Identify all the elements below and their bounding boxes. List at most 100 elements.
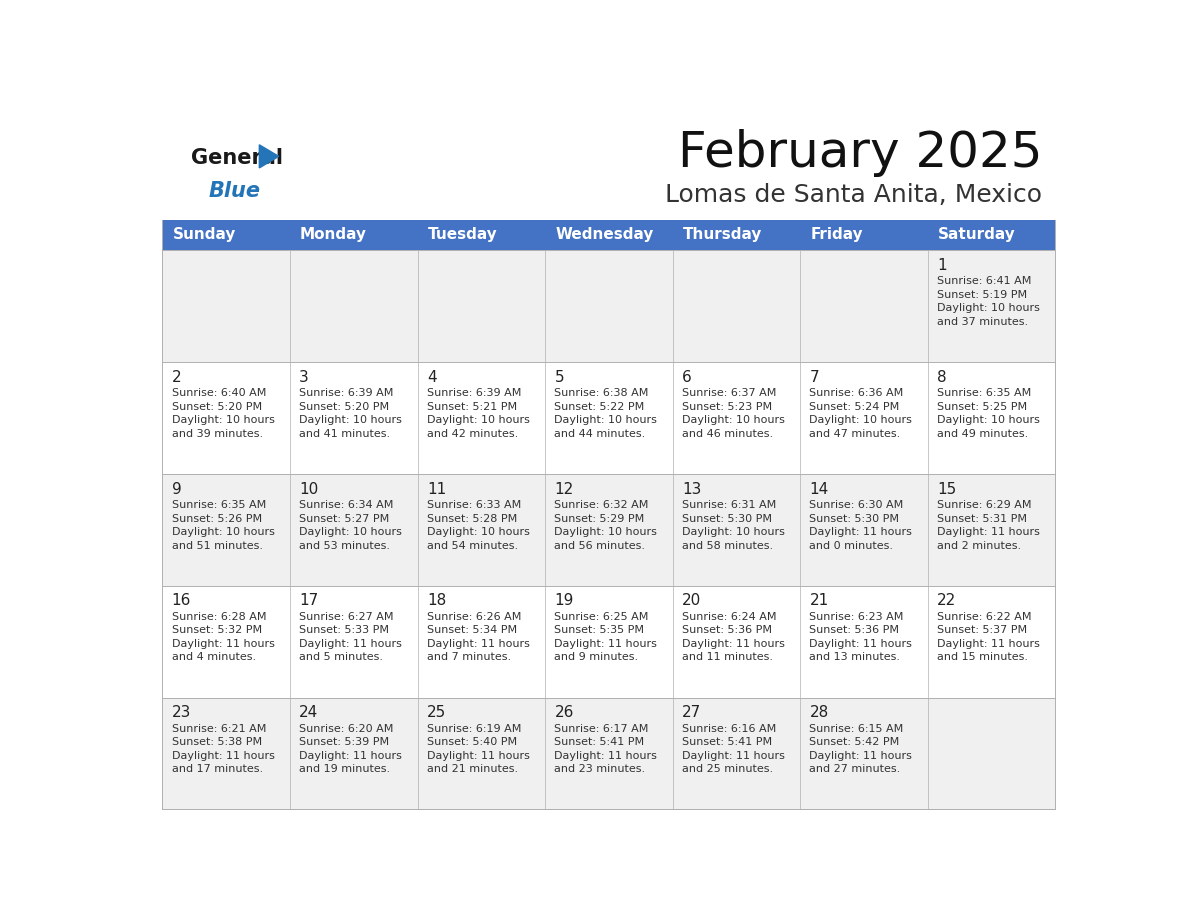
Text: Sunrise: 6:36 AM: Sunrise: 6:36 AM (809, 388, 904, 398)
Text: Daylight: 11 hours: Daylight: 11 hours (555, 751, 657, 761)
Text: Sunrise: 6:30 AM: Sunrise: 6:30 AM (809, 500, 904, 510)
Text: and 21 minutes.: and 21 minutes. (426, 764, 518, 774)
Text: Daylight: 11 hours: Daylight: 11 hours (426, 639, 530, 649)
Text: Sunset: 5:27 PM: Sunset: 5:27 PM (299, 513, 390, 523)
Text: 7: 7 (809, 370, 819, 385)
Text: 22: 22 (937, 593, 956, 609)
Text: Daylight: 10 hours: Daylight: 10 hours (299, 415, 403, 425)
Text: Sunset: 5:31 PM: Sunset: 5:31 PM (937, 513, 1026, 523)
Text: Daylight: 10 hours: Daylight: 10 hours (426, 415, 530, 425)
Text: February 2025: February 2025 (677, 129, 1042, 176)
Bar (163, 698, 1055, 810)
Text: Saturday: Saturday (937, 228, 1016, 242)
Text: and 37 minutes.: and 37 minutes. (937, 317, 1028, 327)
Text: 25: 25 (426, 705, 446, 721)
Text: Sunrise: 6:24 AM: Sunrise: 6:24 AM (682, 612, 777, 621)
Text: and 51 minutes.: and 51 minutes. (172, 541, 263, 551)
Polygon shape (259, 145, 279, 168)
Text: Sunset: 5:26 PM: Sunset: 5:26 PM (172, 513, 261, 523)
Text: Daylight: 11 hours: Daylight: 11 hours (555, 639, 657, 649)
Text: Sunset: 5:20 PM: Sunset: 5:20 PM (172, 402, 261, 412)
Bar (163, 219, 1055, 251)
Text: Friday: Friday (810, 228, 862, 242)
Text: 17: 17 (299, 593, 318, 609)
Text: Daylight: 11 hours: Daylight: 11 hours (937, 527, 1040, 537)
Text: Daylight: 11 hours: Daylight: 11 hours (682, 751, 785, 761)
Text: Sunrise: 6:41 AM: Sunrise: 6:41 AM (937, 276, 1031, 286)
Text: Sunset: 5:20 PM: Sunset: 5:20 PM (299, 402, 390, 412)
Text: and 13 minutes.: and 13 minutes. (809, 653, 901, 662)
Text: Sunrise: 6:33 AM: Sunrise: 6:33 AM (426, 500, 522, 510)
Text: and 44 minutes.: and 44 minutes. (555, 429, 645, 439)
Text: 20: 20 (682, 593, 701, 609)
Text: Sunrise: 6:20 AM: Sunrise: 6:20 AM (299, 723, 393, 733)
Bar (163, 362, 1055, 474)
Text: Sunset: 5:37 PM: Sunset: 5:37 PM (937, 625, 1028, 635)
Text: Sunrise: 6:38 AM: Sunrise: 6:38 AM (555, 388, 649, 398)
Text: 12: 12 (555, 482, 574, 497)
Text: Sunset: 5:21 PM: Sunset: 5:21 PM (426, 402, 517, 412)
Text: Sunset: 5:25 PM: Sunset: 5:25 PM (937, 402, 1028, 412)
Text: Sunrise: 6:16 AM: Sunrise: 6:16 AM (682, 723, 776, 733)
Text: Sunrise: 6:40 AM: Sunrise: 6:40 AM (172, 388, 266, 398)
Text: Sunset: 5:41 PM: Sunset: 5:41 PM (555, 737, 645, 747)
Text: and 19 minutes.: and 19 minutes. (299, 764, 391, 774)
Text: Monday: Monday (301, 228, 367, 242)
Text: 18: 18 (426, 593, 446, 609)
Text: Daylight: 10 hours: Daylight: 10 hours (555, 415, 657, 425)
Text: and 15 minutes.: and 15 minutes. (937, 653, 1028, 662)
Text: Sunrise: 6:31 AM: Sunrise: 6:31 AM (682, 500, 776, 510)
Text: and 42 minutes.: and 42 minutes. (426, 429, 518, 439)
Text: and 5 minutes.: and 5 minutes. (299, 653, 384, 662)
Text: 16: 16 (172, 593, 191, 609)
Text: Sunrise: 6:17 AM: Sunrise: 6:17 AM (555, 723, 649, 733)
Text: and 11 minutes.: and 11 minutes. (682, 653, 773, 662)
Text: and 58 minutes.: and 58 minutes. (682, 541, 773, 551)
Text: Sunrise: 6:35 AM: Sunrise: 6:35 AM (172, 500, 266, 510)
Text: and 7 minutes.: and 7 minutes. (426, 653, 511, 662)
Text: Sunset: 5:42 PM: Sunset: 5:42 PM (809, 737, 899, 747)
Text: Lomas de Santa Anita, Mexico: Lomas de Santa Anita, Mexico (665, 183, 1042, 207)
Text: and 53 minutes.: and 53 minutes. (299, 541, 391, 551)
Text: Sunset: 5:23 PM: Sunset: 5:23 PM (682, 402, 772, 412)
Text: Daylight: 10 hours: Daylight: 10 hours (937, 415, 1040, 425)
Text: Sunrise: 6:27 AM: Sunrise: 6:27 AM (299, 612, 393, 621)
Text: 24: 24 (299, 705, 318, 721)
Text: Sunset: 5:33 PM: Sunset: 5:33 PM (299, 625, 390, 635)
Text: Tuesday: Tuesday (428, 228, 498, 242)
Text: Daylight: 11 hours: Daylight: 11 hours (172, 751, 274, 761)
Text: Daylight: 10 hours: Daylight: 10 hours (682, 527, 785, 537)
Text: 14: 14 (809, 482, 829, 497)
Text: Daylight: 10 hours: Daylight: 10 hours (682, 415, 785, 425)
Text: and 54 minutes.: and 54 minutes. (426, 541, 518, 551)
Text: and 25 minutes.: and 25 minutes. (682, 764, 773, 774)
Text: Sunrise: 6:39 AM: Sunrise: 6:39 AM (426, 388, 522, 398)
Text: Sunrise: 6:21 AM: Sunrise: 6:21 AM (172, 723, 266, 733)
Text: Daylight: 10 hours: Daylight: 10 hours (299, 527, 403, 537)
Text: 19: 19 (555, 593, 574, 609)
Text: Sunset: 5:36 PM: Sunset: 5:36 PM (809, 625, 899, 635)
Text: Daylight: 11 hours: Daylight: 11 hours (682, 639, 785, 649)
Text: Sunset: 5:38 PM: Sunset: 5:38 PM (172, 737, 261, 747)
Text: Daylight: 10 hours: Daylight: 10 hours (426, 527, 530, 537)
Text: 4: 4 (426, 370, 436, 385)
Text: 23: 23 (172, 705, 191, 721)
Text: Sunrise: 6:28 AM: Sunrise: 6:28 AM (172, 612, 266, 621)
Text: Sunset: 5:40 PM: Sunset: 5:40 PM (426, 737, 517, 747)
Text: Daylight: 11 hours: Daylight: 11 hours (809, 751, 912, 761)
Text: General: General (191, 148, 283, 168)
Text: Sunset: 5:32 PM: Sunset: 5:32 PM (172, 625, 261, 635)
Text: Daylight: 10 hours: Daylight: 10 hours (555, 527, 657, 537)
Text: and 39 minutes.: and 39 minutes. (172, 429, 263, 439)
Text: Thursday: Thursday (683, 228, 762, 242)
Text: Sunrise: 6:22 AM: Sunrise: 6:22 AM (937, 612, 1031, 621)
Text: 27: 27 (682, 705, 701, 721)
Text: and 2 minutes.: and 2 minutes. (937, 541, 1022, 551)
Text: Sunrise: 6:29 AM: Sunrise: 6:29 AM (937, 500, 1031, 510)
Text: Sunset: 5:30 PM: Sunset: 5:30 PM (682, 513, 772, 523)
Text: Sunset: 5:24 PM: Sunset: 5:24 PM (809, 402, 899, 412)
Text: 3: 3 (299, 370, 309, 385)
Text: Sunrise: 6:34 AM: Sunrise: 6:34 AM (299, 500, 393, 510)
Text: Sunrise: 6:23 AM: Sunrise: 6:23 AM (809, 612, 904, 621)
Text: 28: 28 (809, 705, 829, 721)
